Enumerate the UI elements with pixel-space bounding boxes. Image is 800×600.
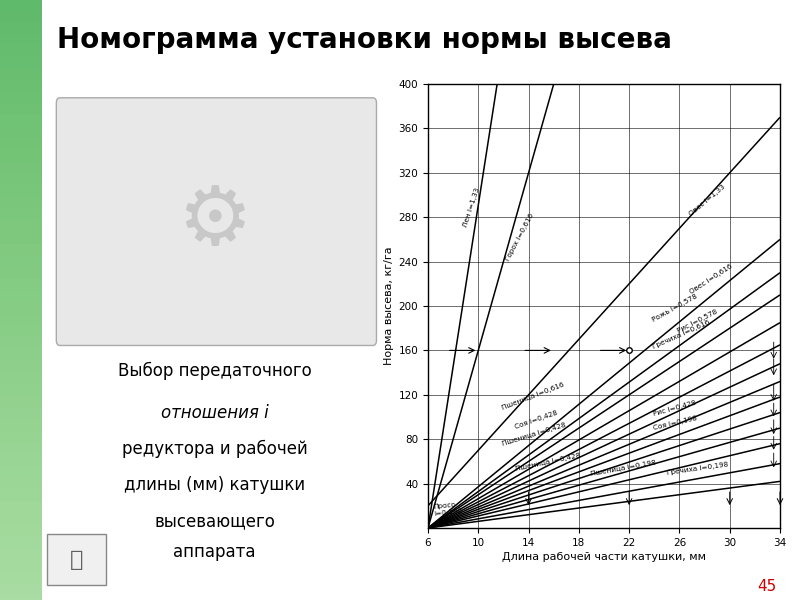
- Text: Рис i=0,578: Рис i=0,578: [677, 308, 719, 334]
- Text: ⚙: ⚙: [177, 181, 252, 262]
- Text: Соя i=0,198: Соя i=0,198: [653, 415, 698, 431]
- Text: 🏛: 🏛: [70, 550, 83, 569]
- Text: высевающего: высевающего: [154, 512, 275, 530]
- Text: длины (мм) катушки: длины (мм) катушки: [124, 476, 305, 494]
- Text: Гречиха i=0,198: Гречиха i=0,198: [666, 461, 729, 476]
- Text: Выбор передаточного: Выбор передаточного: [118, 362, 311, 380]
- Text: Пшеница i=0,428: Пшеница i=0,428: [514, 453, 581, 473]
- Text: Овес i=1,33: Овес i=1,33: [688, 184, 726, 217]
- Text: Соя i=0,428: Соя i=0,428: [514, 410, 558, 430]
- Text: Пшеница i=0,198: Пшеница i=0,198: [590, 460, 657, 477]
- Text: Гречиха i=0,616: Гречиха i=0,616: [652, 320, 711, 350]
- Text: Овес i=0,616: Овес i=0,616: [689, 263, 734, 295]
- Text: Горох i=0,616: Горох i=0,616: [505, 212, 534, 262]
- Text: Рис i=0,428: Рис i=0,428: [653, 400, 697, 417]
- Text: редуктора и рабочей: редуктора и рабочей: [122, 440, 307, 458]
- Text: отношения i: отношения i: [161, 404, 269, 422]
- Y-axis label: Норма высева, кг/га: Норма высева, кг/га: [384, 247, 394, 365]
- Text: Пшеница i=0,616: Пшеница i=0,616: [502, 382, 566, 412]
- Text: 45: 45: [757, 579, 776, 594]
- Text: Номограмма установки нормы высева: Номограмма установки нормы высева: [57, 26, 671, 53]
- FancyBboxPatch shape: [56, 98, 377, 346]
- Text: аппарата: аппарата: [174, 543, 256, 561]
- X-axis label: Длина рабочей части катушки, мм: Длина рабочей части катушки, мм: [502, 552, 706, 562]
- Text: Пшеница i=0,428: Пшеница i=0,428: [502, 422, 567, 447]
- Text: Просо
i=0,190: Просо i=0,190: [433, 501, 463, 517]
- Text: Рожь i=0,578: Рожь i=0,578: [651, 293, 698, 323]
- FancyBboxPatch shape: [47, 534, 106, 586]
- Text: Лен i=1,33: Лен i=1,33: [462, 187, 481, 228]
